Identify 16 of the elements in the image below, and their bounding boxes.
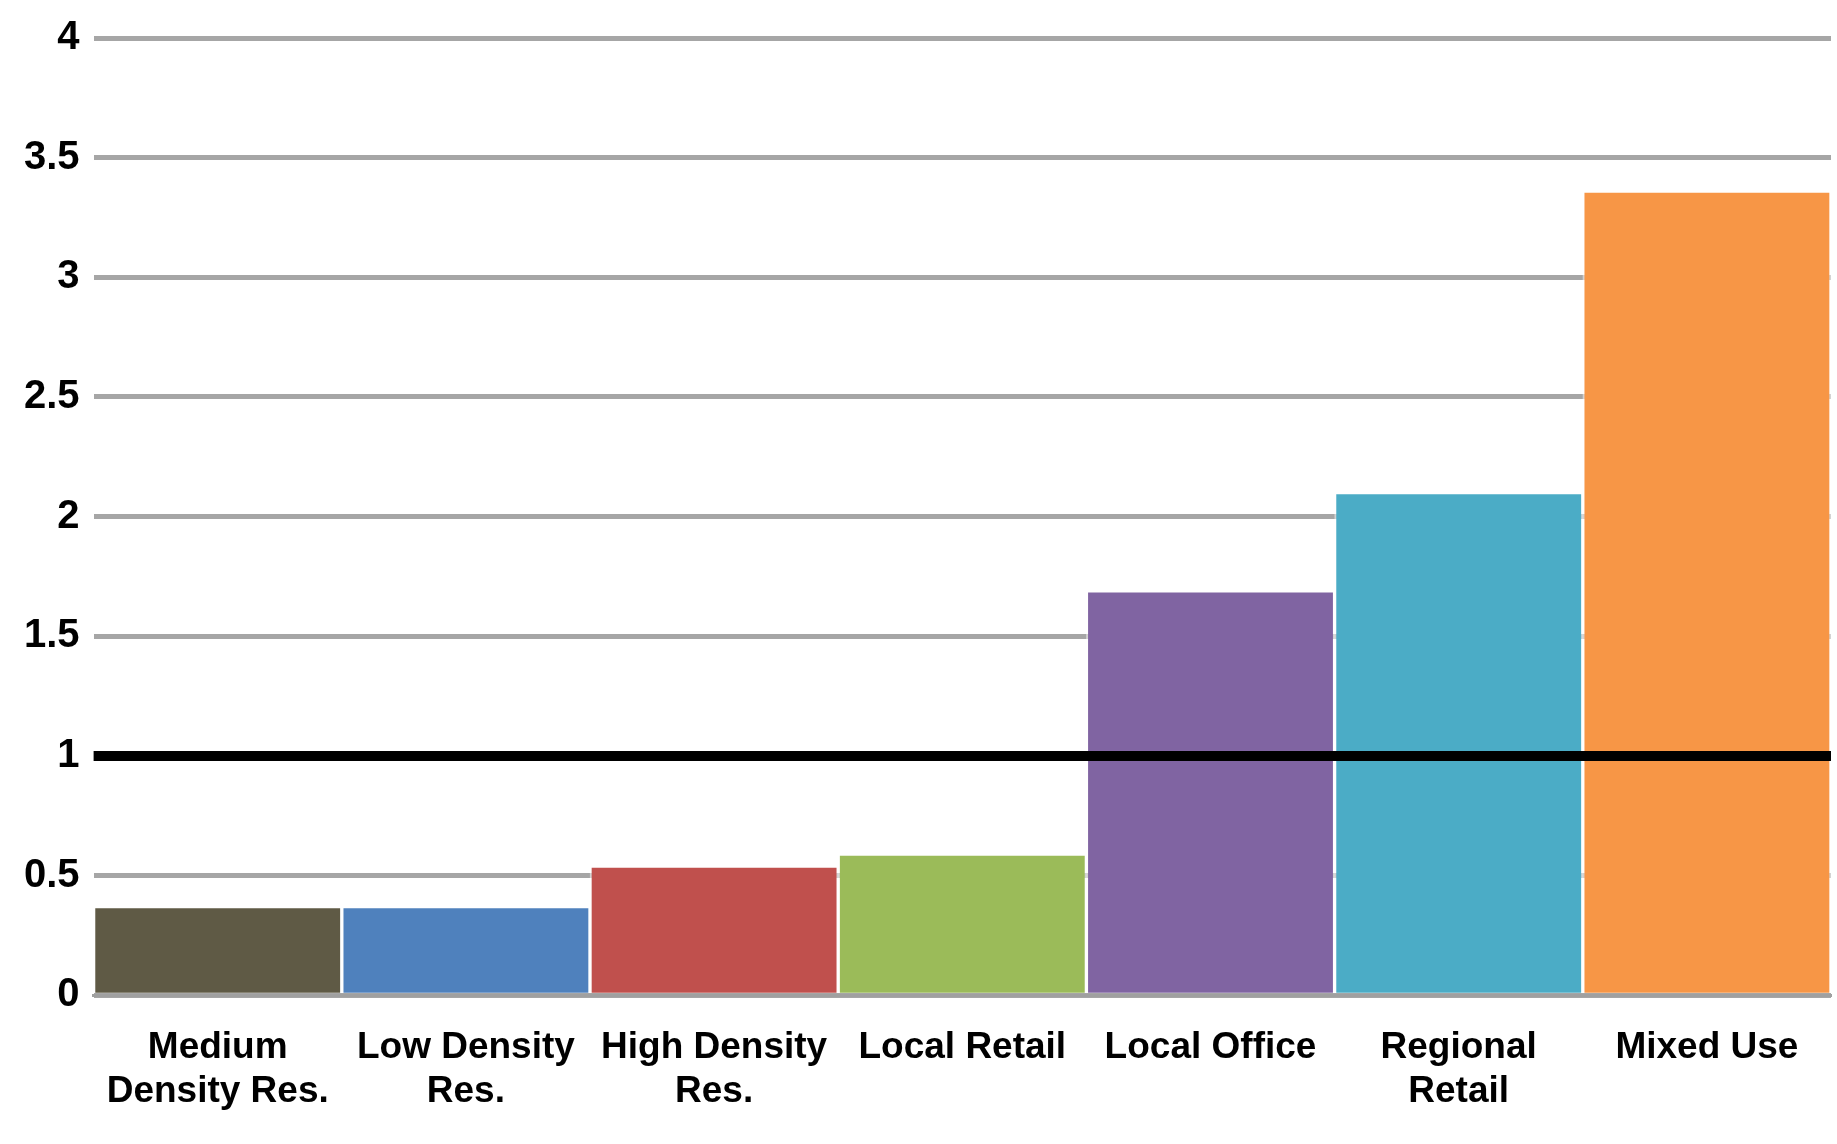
y-tick-label: 0 xyxy=(57,970,80,1015)
y-tick-label: 3.5 xyxy=(24,132,80,177)
y-tick-label: 1.5 xyxy=(24,611,80,656)
x-tick-label: Low Density Res. xyxy=(356,1024,576,1110)
x-tick-label: Local Office xyxy=(1104,1024,1317,1066)
x-tick-label: Mixed Use xyxy=(1615,1024,1799,1066)
x-tick-label: Local Retail xyxy=(858,1024,1067,1066)
y-tick-label: 3 xyxy=(57,252,80,297)
x-tick-label: High Density Res. xyxy=(601,1024,828,1110)
y-tick-label: 2 xyxy=(57,491,80,536)
y-tick-label: 1 xyxy=(57,730,80,775)
y-tick-label: 4 xyxy=(57,13,81,58)
x-tick-label: Regional Retail xyxy=(1380,1024,1537,1110)
x-tick-label: Medium Density Res. xyxy=(106,1024,329,1110)
y-tick-label: 2.5 xyxy=(24,371,80,416)
y-tick-label: 0.5 xyxy=(24,850,80,895)
